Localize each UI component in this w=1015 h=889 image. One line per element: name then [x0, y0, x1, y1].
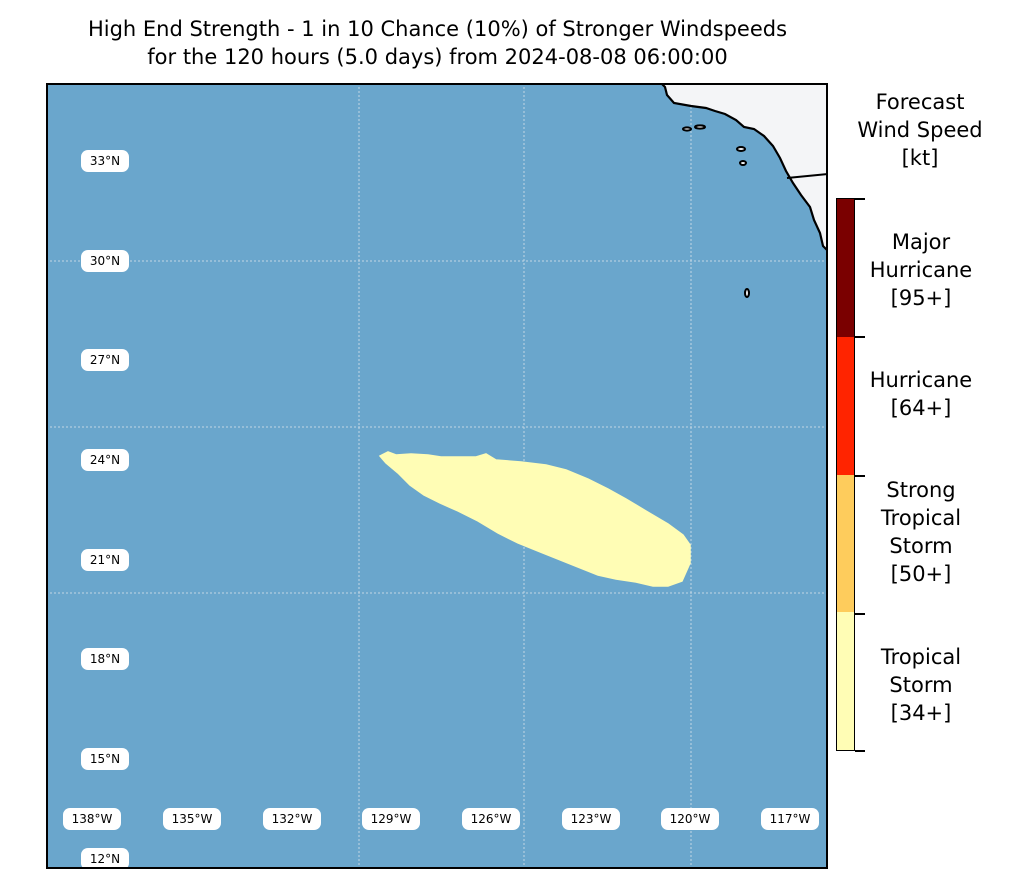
map-panel[interactable]: 33°N 30°N 27°N 24°N 21°N 18°N 15°N 12°N …	[46, 83, 828, 869]
legend-title-line: Wind Speed	[857, 118, 983, 142]
colorbar-tropical-storm	[837, 612, 854, 750]
colorbar-tick	[855, 613, 865, 615]
lon-label: 132°W	[272, 812, 313, 826]
lat-label: 24°N	[90, 453, 120, 467]
lat-label-bg	[81, 648, 129, 670]
lon-label-bg	[562, 808, 620, 830]
lat-label: 33°N	[90, 154, 120, 168]
lat-label-bg	[81, 250, 129, 272]
lon-label-bg	[263, 808, 321, 830]
lat-label-bg	[81, 549, 129, 571]
lon-label: 129°W	[371, 812, 412, 826]
land-north-america	[659, 83, 828, 253]
lon-label: 135°W	[172, 812, 213, 826]
island-san-clemente	[736, 146, 746, 152]
legend-label-strong-tropical-storm: Strong Tropical Storm [50+]	[880, 478, 962, 586]
title-line-1: High End Strength - 1 in 10 Chance (10%)…	[87, 17, 788, 41]
us-mexico-border	[786, 173, 828, 179]
lat-label-bg	[81, 449, 129, 471]
lat-label-bg	[81, 150, 129, 172]
lat-label: 21°N	[90, 553, 120, 567]
lon-label: 126°W	[471, 812, 512, 826]
title-line-2: for the 120 hours (5.0 days) from 2024-0…	[147, 45, 728, 69]
lon-label-bg	[761, 808, 819, 830]
legend-title-line: [kt]	[901, 146, 939, 170]
colorbar-major-hurricane	[837, 199, 854, 337]
colorbar-tick	[855, 475, 865, 477]
legend-label-hurricane: Hurricane [64+]	[869, 368, 973, 420]
colorbar-tick	[855, 336, 865, 338]
island-san-nicolas	[739, 160, 747, 166]
island-santa-rosa	[694, 124, 706, 130]
longitude-labels: 138°W 135°W 132°W 129°W 126°W 123°W 120°…	[63, 808, 819, 830]
colorbar-tick	[855, 750, 865, 752]
lon-label: 138°W	[72, 812, 113, 826]
lat-label-bg	[81, 748, 129, 770]
lat-label: 27°N	[90, 353, 120, 367]
colorbar-strong-tropical-storm	[837, 474, 854, 613]
colorbar-tick	[855, 198, 865, 200]
colorbar-hurricane	[837, 336, 854, 475]
islands	[682, 124, 750, 298]
lon-label-bg	[63, 808, 121, 830]
legend-title-line: Forecast	[875, 90, 965, 114]
lon-label-bg	[661, 808, 719, 830]
wind-swath-tropical-storm[interactable]	[378, 451, 691, 587]
lat-label: 18°N	[90, 652, 120, 666]
lat-label-bg	[81, 848, 129, 869]
lon-label: 117°W	[770, 812, 811, 826]
lon-label-bg	[163, 808, 221, 830]
latitude-labels: 33°N 30°N 27°N 24°N 21°N 18°N 15°N 12°N	[81, 150, 129, 869]
map-border	[46, 83, 828, 869]
lon-label-bg	[462, 808, 520, 830]
lon-label-bg	[362, 808, 420, 830]
lat-label: 30°N	[90, 254, 120, 268]
lat-label: 15°N	[90, 752, 120, 766]
lon-label: 120°W	[670, 812, 711, 826]
colorbar	[836, 198, 855, 751]
lat-label-bg	[81, 349, 129, 371]
lon-label: 123°W	[571, 812, 612, 826]
chart-title: High End Strength - 1 in 10 Chance (10%)…	[0, 15, 875, 71]
island-santa-catalina	[682, 126, 692, 132]
legend-label-tropical-storm: Tropical Storm [34+]	[880, 645, 962, 725]
lat-label: 12°N	[90, 852, 120, 866]
island-guadalupe	[744, 288, 750, 298]
legend-label-major-hurricane: Major Hurricane [95+]	[869, 230, 973, 310]
legend-title: Forecast Wind Speed [kt]	[840, 88, 1000, 172]
